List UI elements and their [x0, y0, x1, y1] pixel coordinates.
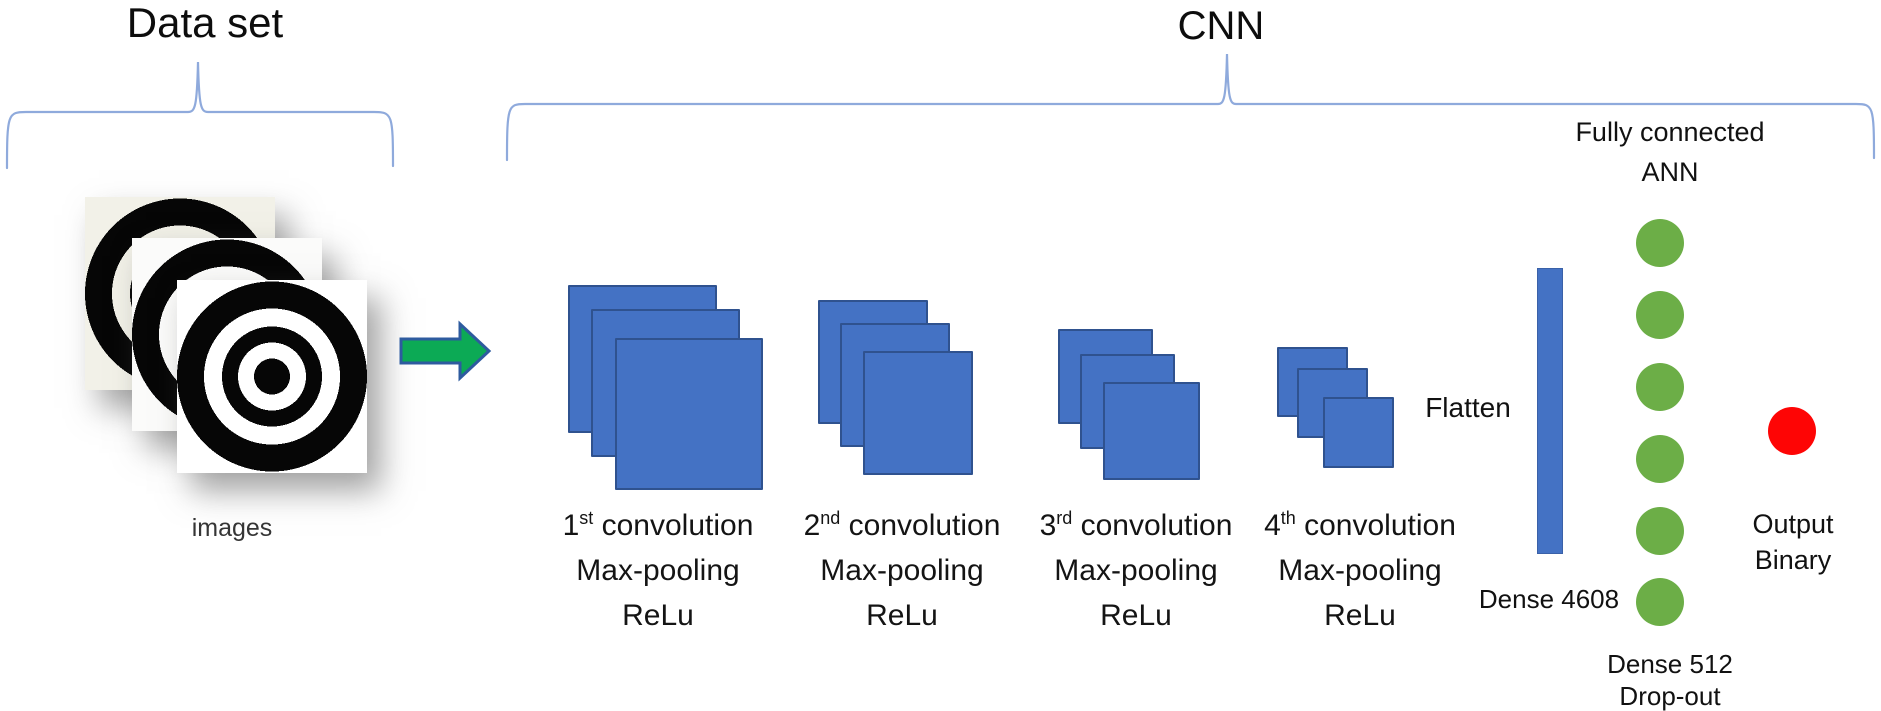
conv3-ordinal: 3	[1039, 509, 1057, 542]
section-braces	[5, 53, 1876, 170]
output-node-circle	[1768, 407, 1816, 455]
conv2-feature-map-square	[863, 351, 973, 475]
dataset-title: Data set	[126, 0, 284, 46]
input-image-card-front	[177, 280, 367, 473]
conv2-label: 2nd convolution Max-pooling ReLu	[772, 496, 1032, 638]
conv4-maxpool-label: Max-pooling	[1278, 554, 1442, 587]
neuron-circle	[1636, 507, 1684, 555]
conv4-ordinal: 4	[1264, 509, 1281, 542]
conv3-relu-label: ReLu	[1100, 599, 1172, 632]
neuron-circle	[1636, 219, 1684, 267]
conv3-label-line1: 3rd convolution	[1006, 496, 1266, 548]
conv2-maxpool-label: Max-pooling	[820, 554, 984, 587]
conv4-relu-label: ReLu	[1324, 599, 1396, 632]
conv4-feature-map-square	[1323, 397, 1394, 468]
conv1-label: 1st convolution Max-pooling ReLu	[528, 496, 788, 638]
dropout-label: Drop-out	[1619, 681, 1721, 711]
neuron-circle	[1636, 291, 1684, 339]
neuron-circle	[1636, 363, 1684, 411]
flow-arrow-icon	[399, 320, 492, 382]
output-label: Output Binary	[1713, 506, 1873, 578]
cnn-title: CNN	[1177, 4, 1265, 48]
conv4-name: convolution	[1304, 509, 1456, 542]
conv1-label-line1: 1st convolution	[528, 496, 788, 548]
conv3-ordinal-suffix: rd	[1056, 508, 1073, 528]
dense-512-label: Dense 512	[1607, 649, 1733, 679]
conv1-maxpool-label: Max-pooling	[576, 554, 740, 587]
fully-connected-title: Fully connected ANN	[1570, 112, 1770, 192]
conv4-label: 4th convolution Max-pooling ReLu	[1230, 496, 1490, 638]
conv1-relu-label: ReLu	[622, 599, 694, 632]
flatten-label: Flatten	[1425, 392, 1511, 423]
conv2-ordinal-suffix: nd	[820, 508, 841, 528]
conv3-name: convolution	[1080, 509, 1233, 542]
conv2-ordinal: 2	[803, 509, 821, 542]
dense-4608-label: Dense 4608	[1478, 584, 1620, 614]
conv1-feature-map-square	[615, 338, 763, 490]
conv3-maxpool-label: Max-pooling	[1054, 554, 1218, 587]
conv1-ordinal: 1	[562, 509, 580, 542]
neuron-circle	[1636, 578, 1684, 626]
conv2-relu-label: ReLu	[866, 599, 938, 632]
conv1-name: convolution	[601, 509, 754, 542]
conv2-label-line1: 2nd convolution	[772, 496, 1032, 548]
images-caption: images	[191, 514, 273, 542]
conv1-ordinal-suffix: st	[579, 508, 594, 528]
flatten-dense-bar	[1537, 268, 1563, 554]
dense-512-dropout-label: Dense 512 Drop-out	[1590, 648, 1750, 711]
neuron-circle	[1636, 435, 1684, 483]
output-label-line1: Output	[1752, 509, 1834, 539]
fully-connected-title-line1: Fully connected	[1575, 117, 1765, 147]
fully-connected-title-line2: ANN	[1641, 157, 1699, 187]
conv3-feature-map-square	[1103, 382, 1200, 480]
conv3-label: 3rd convolution Max-pooling ReLu	[1006, 496, 1266, 638]
conv4-ordinal-suffix: th	[1280, 508, 1296, 528]
cnn-brace-icon	[505, 53, 1876, 162]
output-label-line2: Binary	[1754, 545, 1832, 575]
bullseye-target-icon	[177, 280, 367, 473]
conv4-label-line1: 4th convolution	[1230, 496, 1490, 548]
conv2-name: convolution	[848, 509, 1001, 542]
dataset-brace-icon	[5, 61, 395, 170]
